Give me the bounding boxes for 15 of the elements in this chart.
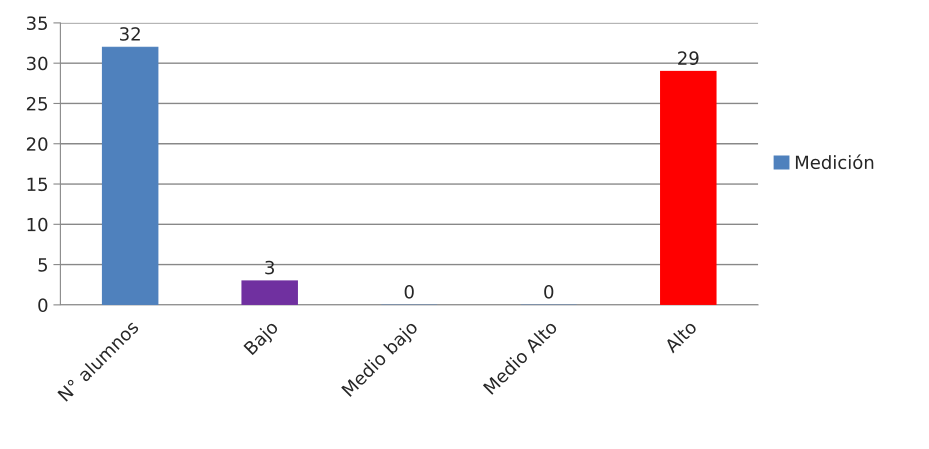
data-label: 0 xyxy=(404,284,414,299)
data-label: 29 xyxy=(678,51,699,65)
y-tick-label: 5 xyxy=(38,258,47,272)
y-tick-label: 35 xyxy=(26,16,47,30)
y-tick-label: 30 xyxy=(26,56,48,70)
data-label: 0 xyxy=(544,284,554,299)
y-tick-label: 25 xyxy=(26,96,47,111)
x-tick-label: Alto xyxy=(663,319,698,354)
y-tick-label: 10 xyxy=(28,218,48,232)
y-tick-label: 0 xyxy=(38,298,48,312)
y-tick-label: 15 xyxy=(28,178,47,192)
legend-label: Medición xyxy=(796,154,874,170)
data-label: 3 xyxy=(265,260,274,274)
data-label: 32 xyxy=(120,27,140,41)
y-tick-label: 20 xyxy=(26,137,48,151)
